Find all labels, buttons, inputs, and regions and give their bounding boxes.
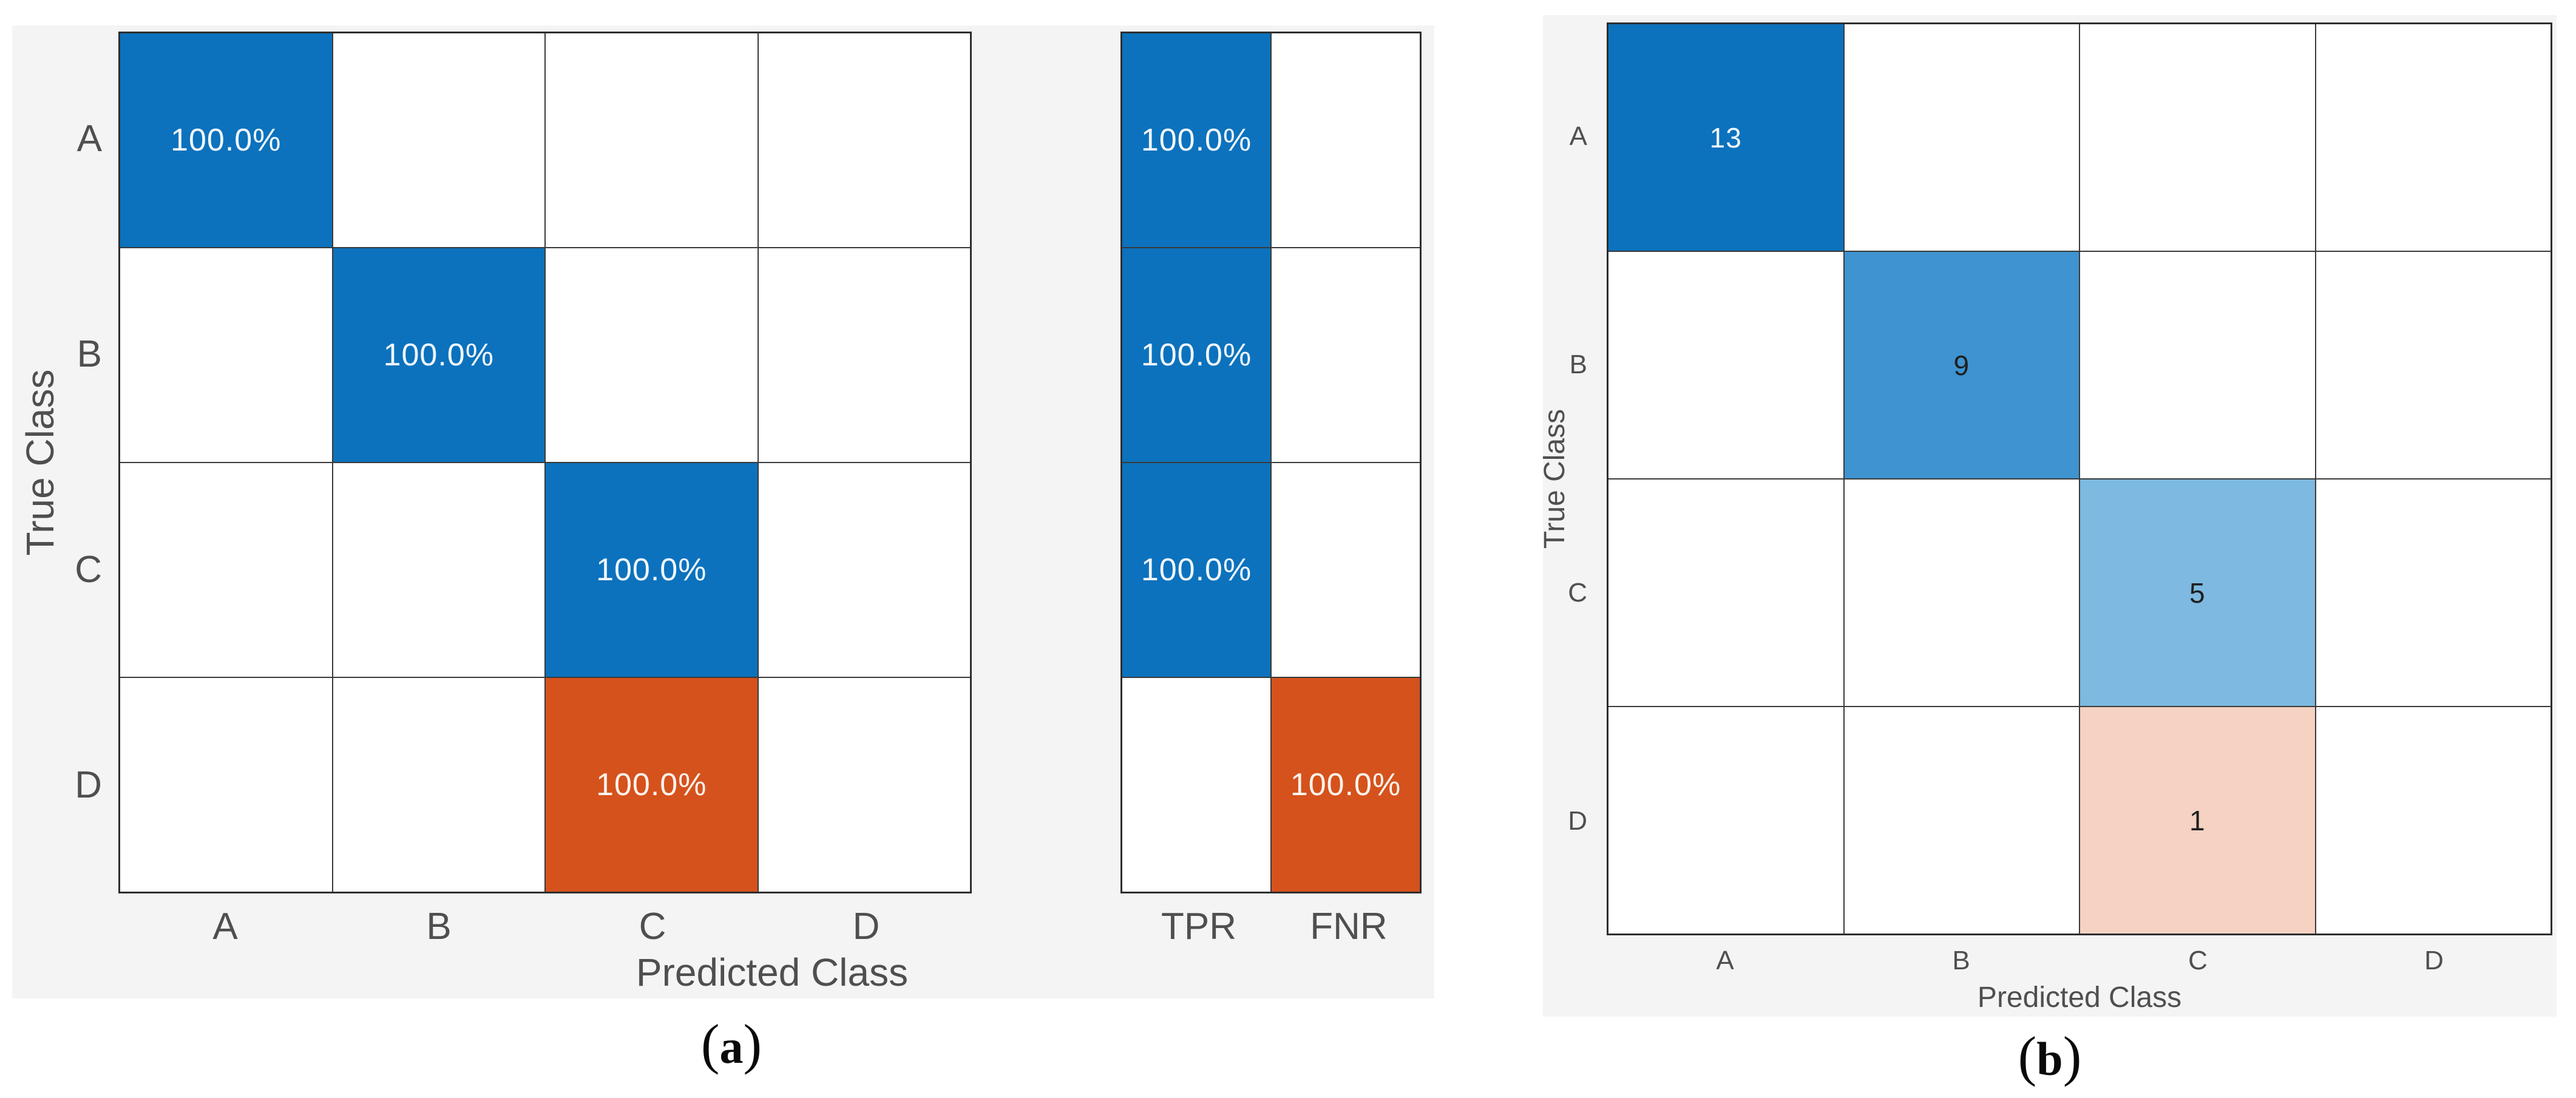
- b-cell-A-C: [2080, 24, 2315, 251]
- a-cell-C-A: [120, 463, 332, 677]
- summary-matrix-a-tpr-fnr: 100.0% 100.0% 100.0% 100.0%: [1120, 32, 1422, 893]
- b-cell-B-C: [2080, 252, 2315, 478]
- a-cell-C-C: 100.0%: [546, 463, 758, 677]
- a-row-tick-A: A: [76, 118, 102, 160]
- b-cell-C-B: [1844, 480, 2079, 706]
- a-cell-B-D: [758, 248, 970, 462]
- a-cell-C-TPR: 100.0%: [1122, 463, 1270, 677]
- b-row-tick-B: B: [1569, 350, 1587, 379]
- a-cell-A-D: [758, 33, 970, 247]
- confusion-matrix-b: 13 9 5 1: [1607, 22, 2552, 935]
- a-y-axis-label: True Class: [18, 369, 62, 556]
- a-cell-B-FNR: [1272, 248, 1420, 462]
- a-cell-C-D: [758, 463, 970, 677]
- a-cell-D-FNR: 100.0%: [1272, 678, 1420, 892]
- b-cell-D-D: [2316, 707, 2551, 934]
- a-cell-D-B: [333, 678, 544, 892]
- b-col-tick-A: A: [1716, 946, 1734, 975]
- a-row-tick-B: B: [76, 333, 102, 375]
- a-cell-C-B: [333, 463, 544, 677]
- caption-b-letter: b: [2036, 1032, 2063, 1085]
- a-cell-A-A: 100.0%: [120, 33, 332, 247]
- b-cell-B-D: [2316, 252, 2551, 478]
- caption-a: (a): [701, 1016, 762, 1072]
- a-x-axis-label: Predicted Class: [636, 951, 909, 994]
- b-cell-A-D: [2316, 24, 2551, 251]
- b-cell-C-D: [2316, 480, 2551, 706]
- b-col-tick-B: B: [1952, 946, 1970, 975]
- a-col-tick-FNR: FNR: [1310, 906, 1388, 947]
- b-x-axis-label: Predicted Class: [1977, 981, 2182, 1014]
- caption-b-open-paren: (: [2018, 1025, 2037, 1087]
- caption-b-close-paren: ): [2062, 1025, 2082, 1087]
- b-col-tick-C: C: [2188, 946, 2208, 975]
- a-cell-B-A: [120, 248, 332, 462]
- b-cell-A-B: [1844, 24, 2079, 251]
- a-cell-D-C: 100.0%: [546, 678, 758, 892]
- b-cell-D-A: [1608, 707, 1843, 934]
- caption-b: (b): [2018, 1028, 2082, 1084]
- a-cell-D-TPR: [1122, 678, 1270, 892]
- confusion-matrix-a: 100.0% 100.0% 100.0% 100.0%: [118, 32, 972, 893]
- b-cell-C-C: 5: [2080, 480, 2315, 706]
- b-cell-D-B: [1844, 707, 2079, 934]
- a-cell-B-C: [546, 248, 758, 462]
- b-cell-B-B: 9: [1844, 252, 2079, 478]
- a-cell-A-TPR: 100.0%: [1122, 33, 1270, 247]
- a-cell-C-FNR: [1272, 463, 1420, 677]
- b-cell-C-A: [1608, 480, 1843, 706]
- a-cell-D-A: [120, 678, 332, 892]
- a-row-tick-C: C: [75, 549, 102, 591]
- a-col-tick-B: B: [426, 906, 452, 947]
- a-cell-A-FNR: [1272, 33, 1420, 247]
- a-cell-B-B: 100.0%: [333, 248, 544, 462]
- b-y-axis-label: True Class: [1539, 408, 1571, 549]
- a-cell-B-TPR: 100.0%: [1122, 248, 1270, 462]
- b-row-tick-D: D: [1568, 806, 1587, 836]
- b-col-tick-D: D: [2424, 946, 2444, 975]
- caption-a-open-paren: (: [700, 1013, 720, 1075]
- a-col-tick-TPR: TPR: [1161, 906, 1236, 947]
- b-cell-A-A: 13: [1608, 24, 1843, 251]
- b-cell-B-A: [1608, 252, 1843, 478]
- caption-a-close-paren: ): [743, 1013, 762, 1075]
- a-cell-A-B: [333, 33, 544, 247]
- a-cell-A-C: [546, 33, 758, 247]
- a-col-tick-D: D: [852, 906, 880, 947]
- b-cell-D-C: 1: [2080, 707, 2315, 934]
- b-row-tick-C: C: [1568, 578, 1587, 608]
- caption-a-letter: a: [719, 1020, 744, 1073]
- b-row-tick-A: A: [1569, 121, 1587, 151]
- a-cell-D-D: [758, 678, 970, 892]
- a-col-tick-C: C: [639, 906, 666, 947]
- a-col-tick-A: A: [212, 906, 238, 947]
- a-row-tick-D: D: [75, 764, 102, 806]
